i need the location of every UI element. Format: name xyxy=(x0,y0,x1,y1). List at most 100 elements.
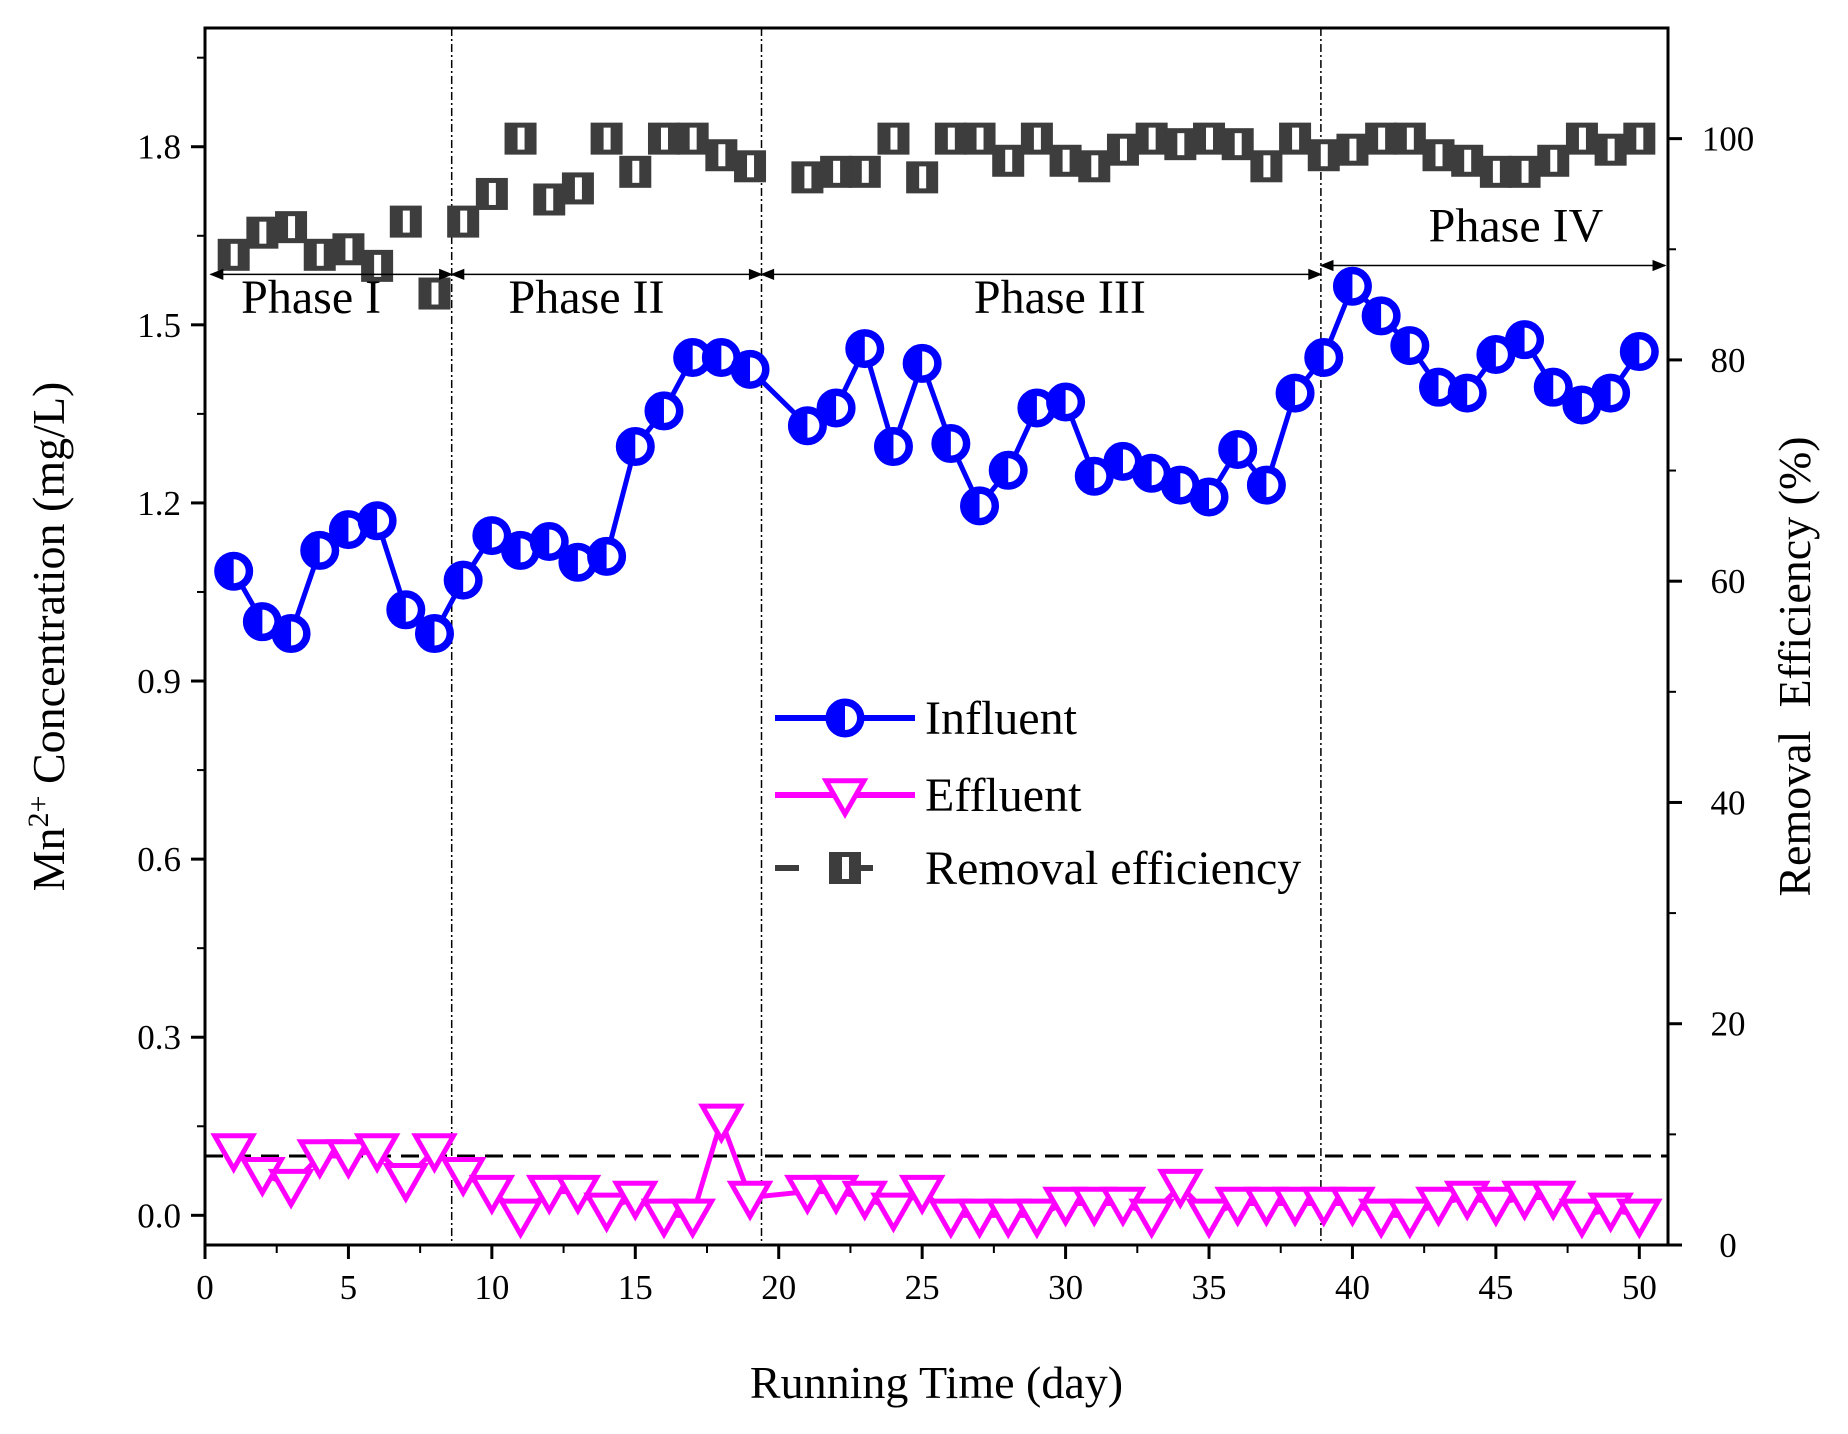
data-point xyxy=(1193,122,1226,155)
legend-item: Influent xyxy=(775,692,1078,745)
phase-annotation: Phase III xyxy=(760,268,1323,324)
x-tick-label: 40 xyxy=(1335,1268,1370,1307)
data-point xyxy=(1218,429,1258,469)
data-point xyxy=(501,530,541,570)
data-point xyxy=(529,522,569,562)
data-point xyxy=(848,155,881,188)
data-point xyxy=(1390,326,1430,366)
data-point xyxy=(357,501,397,541)
data-point xyxy=(1565,122,1598,155)
data-point xyxy=(210,1133,257,1175)
legend-marker xyxy=(821,778,869,820)
data-point xyxy=(1275,373,1315,413)
data-point xyxy=(898,1174,946,1216)
data-point xyxy=(927,1198,975,1240)
data-point xyxy=(1099,1186,1147,1228)
data-point xyxy=(1214,1186,1262,1228)
y2-axis-title: Removal Efficiency (%) xyxy=(1769,436,1820,896)
data-point xyxy=(1591,373,1631,413)
data-point xyxy=(1558,1198,1606,1240)
y-axis-title: Mn2+ Concentration (mg/L) xyxy=(22,382,74,892)
phase-annotation: Phase II xyxy=(450,268,763,324)
data-point xyxy=(468,1174,516,1216)
data-point xyxy=(353,1133,401,1175)
data-point xyxy=(934,122,967,155)
data-point xyxy=(414,614,454,654)
data-point xyxy=(956,1198,1003,1240)
data-point xyxy=(644,391,684,431)
data-point xyxy=(214,551,254,591)
phase-label: Phase I xyxy=(241,271,381,324)
legend-item: Removal efficiency xyxy=(775,842,1301,895)
data-point xyxy=(587,536,627,576)
data-point xyxy=(1336,133,1369,166)
data-point xyxy=(386,590,426,630)
legend-marker xyxy=(825,698,865,738)
data-point xyxy=(296,1139,344,1180)
x-tick-label: 15 xyxy=(618,1268,653,1307)
data-point xyxy=(647,122,680,155)
data-point xyxy=(960,486,1000,526)
data-point xyxy=(389,205,422,238)
data-point xyxy=(1386,1198,1434,1240)
data-point xyxy=(1365,122,1398,155)
x-tick-label: 30 xyxy=(1048,1268,1083,1307)
data-point xyxy=(640,1198,688,1240)
x-tick-label: 35 xyxy=(1192,1268,1227,1307)
data-point xyxy=(963,122,996,155)
data-point xyxy=(615,427,655,467)
data-point xyxy=(619,155,652,188)
data-point xyxy=(931,424,971,464)
data-point xyxy=(1329,1186,1376,1228)
phase-label: Phase IV xyxy=(1429,200,1604,253)
phase-layer: Phase I Phase II Phase III Phase IV xyxy=(209,200,1667,324)
data-point xyxy=(246,216,279,249)
data-point xyxy=(1505,320,1545,360)
data-point xyxy=(504,122,537,155)
x-tick-label: 10 xyxy=(474,1268,509,1307)
data-point xyxy=(1250,150,1283,183)
data-point xyxy=(1415,1186,1462,1228)
data-point xyxy=(443,560,483,600)
legend-label: Influent xyxy=(925,692,1078,745)
data-point xyxy=(1419,367,1459,407)
data-point xyxy=(418,277,451,310)
data-point xyxy=(1132,453,1172,493)
data-point xyxy=(1243,1186,1290,1228)
data-point xyxy=(1332,266,1372,306)
y2-tick-label: 100 xyxy=(1702,120,1755,159)
data-point xyxy=(784,1174,831,1216)
data-point xyxy=(1246,465,1286,505)
y-tick-label: 0.6 xyxy=(137,840,181,879)
data-point xyxy=(267,1168,315,1210)
data-point xyxy=(676,122,709,155)
plot-frame xyxy=(203,26,1670,1247)
legend-label: Effluent xyxy=(925,769,1082,822)
y-tick-label: 0.3 xyxy=(137,1018,181,1057)
data-point xyxy=(525,1174,573,1216)
legend-label: Removal efficiency xyxy=(925,842,1301,895)
data-point xyxy=(447,205,480,238)
data-point xyxy=(669,1198,716,1240)
data-point xyxy=(1501,1180,1548,1222)
data-point xyxy=(816,388,856,428)
legend-item: Effluent xyxy=(775,769,1082,822)
phase-label: Phase III xyxy=(974,271,1146,324)
data-point xyxy=(701,337,741,377)
data-point xyxy=(590,122,623,155)
y-axis-title-rest: Concentration (mg/L) xyxy=(23,382,74,796)
y2-tick-label: 40 xyxy=(1711,783,1746,822)
y2-tick-label: 60 xyxy=(1711,562,1746,601)
data-point xyxy=(1361,296,1401,336)
data-point xyxy=(382,1162,430,1204)
y-tick-label: 0.0 xyxy=(137,1196,181,1235)
data-point xyxy=(1479,155,1512,188)
y2-tick-label: 20 xyxy=(1711,1005,1746,1044)
data-point xyxy=(902,343,942,383)
legend: Influent Effluent Removal efficiency xyxy=(775,692,1301,895)
data-point xyxy=(1447,373,1487,413)
x-tick-label: 25 xyxy=(905,1268,940,1307)
y-tick-label: 0.9 xyxy=(137,662,181,701)
data-point xyxy=(1619,332,1659,372)
